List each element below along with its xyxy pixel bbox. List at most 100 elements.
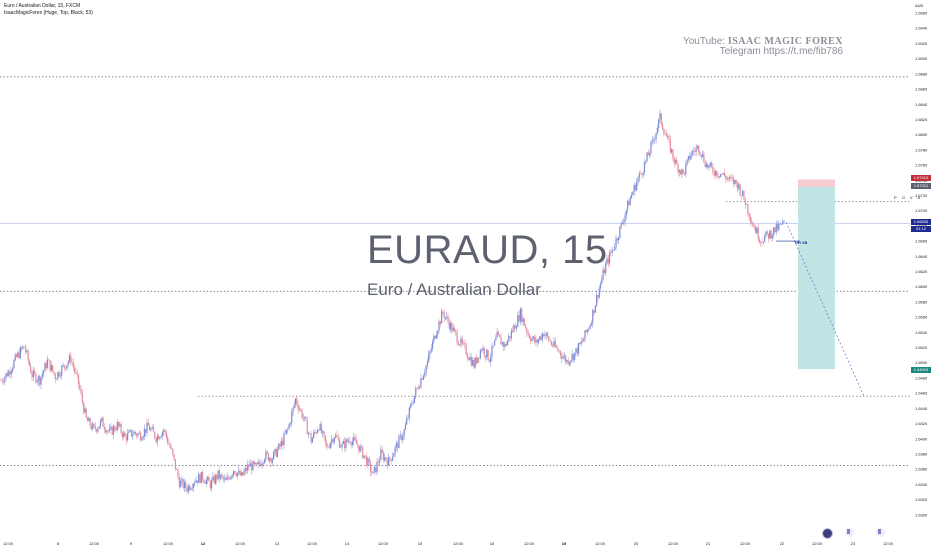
candle-body [92,423,94,430]
candle-body [164,430,166,432]
candle-body [371,472,373,474]
y-tick-label: 1.6700 [915,208,928,213]
candle-body [94,426,96,430]
candle-body [641,173,643,176]
candle-body [46,359,49,368]
candle-body [346,439,348,442]
promo-youtube: YouTube: ISAAC MAGIC FOREX [683,36,843,47]
candle-body [59,375,62,377]
candle-body [152,427,155,432]
candle-body [254,462,257,464]
candle-body [269,458,271,461]
candle-body [183,481,186,489]
event-icon[interactable] [822,528,833,539]
candle-body [634,184,637,191]
flag-icon-2[interactable] [876,528,885,537]
candle-body [222,476,224,480]
candle-body [211,480,213,489]
candle-body [726,178,728,180]
candle-body [687,155,689,160]
candle-body [627,200,629,210]
x-tick-label: 9 [130,541,133,546]
candle-body [552,345,554,347]
target-price-tag: 1.64916 [911,367,931,373]
y-tick-label: 1.6360 [915,467,928,472]
y-tick-label: 1.6600 [915,284,928,289]
candle-body [446,316,448,318]
y-tick-label: 1.6500 [915,360,928,365]
y-tick-label: 1.6760 [915,163,928,168]
y-tick-label: 1.6460 [915,391,928,396]
candle-body [217,470,219,480]
candle-body [678,170,680,173]
candle-body [218,470,220,479]
candle-body [691,150,693,155]
candle-body [88,418,90,422]
candle-body [262,462,264,464]
candle-body [599,283,602,289]
candle-body [332,439,334,443]
candle-body [305,416,307,421]
candle-body [579,343,581,345]
x-tick-label: 12 [201,541,206,546]
candle-body [319,423,321,431]
candle-body [136,433,138,436]
candle-body [495,337,497,341]
candle-body [302,417,304,419]
candle-body [61,366,63,376]
pova-label: P O V A [894,195,923,200]
candle-body [701,153,704,157]
candle-body [393,453,395,457]
candle-body [294,398,297,405]
x-tick-label: 12:00 [595,541,606,546]
candle-body [273,451,275,460]
candle-body [28,360,31,366]
candle-body [267,453,270,461]
candle-body [707,163,709,168]
y-tick-label: 1.6440 [915,406,928,411]
candle-body [437,330,439,336]
candle-body [165,431,167,438]
candle-body [680,170,682,175]
candle-body [333,437,335,443]
candle-body [168,443,170,445]
candle-body [338,439,341,448]
candle-body [172,448,174,455]
x-tick-label: 12:00 [235,541,246,546]
candle-body [481,350,483,351]
short-position-tool[interactable] [798,179,835,370]
candle-body [307,433,310,435]
candle-body [130,430,133,437]
candle-body [482,347,484,351]
candle-body [778,223,780,230]
candle-body [35,373,37,383]
candle-body [572,353,574,360]
candle-body [664,133,666,135]
price-axis[interactable]: 1.6960 1.6940 1.6920 1.6900 1.6880 1.6860 1.68… [910,0,932,550]
symbol-title: Euro / Australian Dollar, 15, FXCM [4,3,81,9]
candle-body [419,386,421,389]
candle-body [263,459,266,463]
countdown-tag: 01:12 [911,226,931,232]
candle-body [689,155,691,160]
flag-icon[interactable] [845,528,854,537]
candle-body [53,371,55,375]
candle-body [450,323,452,330]
candle-body [201,471,204,480]
candle-body [670,149,673,153]
candle-body [33,370,36,374]
candle-body [568,362,571,365]
candle-body [562,356,564,359]
candle-body [203,479,205,483]
y-tick-label: 1.6660 [915,239,928,244]
stop-price-tag: 1.67410 [911,175,931,181]
candle-body [293,404,295,408]
time-axis[interactable]: 12:00 8 12:00 9 12:00 12 12:00 13 12:00 14 12:00 15… [3,541,894,546]
candle-body [767,233,770,239]
candle-body [457,342,459,345]
candle-body [721,174,723,175]
candle-body [19,347,21,359]
x-tick-label: 14 [345,541,350,546]
